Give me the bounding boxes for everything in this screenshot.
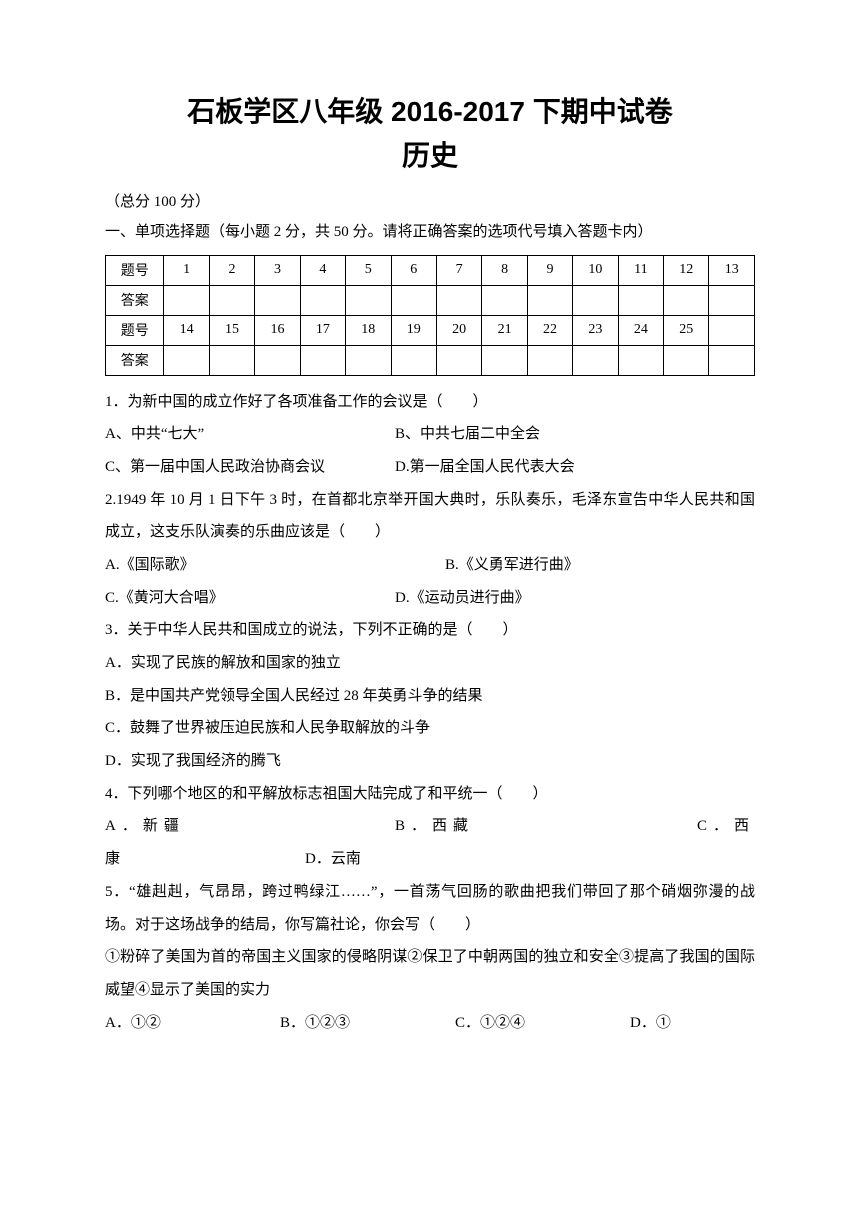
question-4: 4．下列哪个地区的和平解放标志祖国大陆完成了和平统一（ ）	[105, 778, 755, 811]
table-cell: 3	[255, 255, 300, 285]
table-cell	[482, 285, 527, 315]
question-5: 5．“雄赳赳，气昂昂，跨过鸭绿江……”，一首荡气回肠的歌曲把我们带回了那个硝烟弥…	[105, 876, 755, 941]
total-score: （总分 100 分）	[105, 190, 755, 211]
table-cell: 17	[300, 315, 345, 345]
table-cell	[391, 345, 436, 375]
table-cell: 9	[527, 255, 572, 285]
section-intro: 一、单项选择题（每小题 2 分，共 50 分。请将正确答案的选项代号填入答题卡内…	[105, 217, 755, 249]
q2-options-row2: C.《黄河大合唱》 D.《运动员进行曲》	[105, 582, 755, 615]
q2-opt-b: B.《义勇军进行曲》	[445, 549, 579, 582]
table-cell: 7	[436, 255, 481, 285]
table-cell: 20	[436, 315, 481, 345]
question-1: 1．为新中国的成立作好了各项准备工作的会议是（ ）	[105, 386, 755, 419]
q3-opt-b: B．是中国共产党领导全国人民经过 28 年英勇斗争的结果	[105, 680, 755, 713]
table-cell	[436, 285, 481, 315]
table-cell	[164, 345, 209, 375]
q4-opt-b: B．西藏	[395, 810, 697, 843]
table-cell: 24	[618, 315, 663, 345]
table-cell	[709, 315, 755, 345]
table-cell: 5	[346, 255, 391, 285]
exam-title-line2: 历史	[105, 134, 755, 174]
table-cell	[300, 345, 345, 375]
q3-opt-d: D．实现了我国经济的腾飞	[105, 745, 755, 778]
table-cell: 25	[664, 315, 709, 345]
q5-options: A．①② B．①②③ C．①②④ D．①	[105, 1007, 755, 1040]
q5-opt-a: A．①②	[105, 1007, 280, 1040]
q4-options-row2: 康 D．云南	[105, 843, 755, 876]
table-cell	[346, 285, 391, 315]
table-cell: 8	[482, 255, 527, 285]
table-cell	[527, 345, 572, 375]
answer-table: 题号 1 2 3 4 5 6 7 8 9 10 11 12 13 答案 题号 1…	[105, 255, 755, 376]
q2-opt-c: C.《黄河大合唱》	[105, 582, 395, 615]
q4-options-row1: A．新疆 B．西藏 C．西	[105, 810, 755, 843]
table-cell: 21	[482, 315, 527, 345]
table-row-label: 答案	[106, 345, 164, 375]
table-cell: 22	[527, 315, 572, 345]
q4-opt-c-part2: 康	[105, 851, 120, 867]
table-cell: 11	[618, 255, 663, 285]
q4-opt-a: A．新疆	[105, 810, 395, 843]
q2-opt-d: D.《运动员进行曲》	[395, 582, 530, 615]
table-cell: 10	[573, 255, 618, 285]
q3-opt-a: A．实现了民族的解放和国家的独立	[105, 647, 755, 680]
table-cell	[664, 345, 709, 375]
table-cell	[436, 345, 481, 375]
question-5-sub: ①粉碎了美国为首的帝国主义国家的侵略阴谋②保卫了中朝两国的独立和安全③提高了我国…	[105, 941, 755, 1006]
table-cell	[164, 285, 209, 315]
table-cell: 15	[209, 315, 254, 345]
table-cell	[573, 285, 618, 315]
q5-opt-b: B．①②③	[280, 1007, 455, 1040]
table-cell	[346, 345, 391, 375]
table-cell	[709, 345, 755, 375]
table-cell	[618, 345, 663, 375]
table-row-label: 答案	[106, 285, 164, 315]
q1-opt-c: C、第一届中国人民政治协商会议	[105, 451, 395, 484]
table-cell: 4	[300, 255, 345, 285]
table-cell	[664, 285, 709, 315]
table-cell	[618, 285, 663, 315]
question-2: 2.1949 年 10 月 1 日下午 3 时，在首都北京举开国大典时，乐队奏乐…	[105, 484, 755, 549]
question-3: 3．关于中华人民共和国成立的说法，下列不正确的是（ ）	[105, 614, 755, 647]
q3-opt-c: C．鼓舞了世界被压迫民族和人民争取解放的斗争	[105, 712, 755, 745]
table-cell: 12	[664, 255, 709, 285]
table-cell	[573, 345, 618, 375]
q2-options-row1: A.《国际歌》 B.《义勇军进行曲》	[105, 549, 755, 582]
table-cell	[209, 345, 254, 375]
table-cell	[209, 285, 254, 315]
table-cell	[527, 285, 572, 315]
table-cell	[482, 345, 527, 375]
q5-opt-c: C．①②④	[455, 1007, 630, 1040]
table-cell: 6	[391, 255, 436, 285]
table-cell: 1	[164, 255, 209, 285]
q4-opt-d: D．云南	[305, 851, 361, 867]
q2-opt-a: A.《国际歌》	[105, 549, 445, 582]
table-cell: 14	[164, 315, 209, 345]
q5-opt-d: D．①	[630, 1007, 671, 1040]
table-cell: 2	[209, 255, 254, 285]
table-cell: 18	[346, 315, 391, 345]
q1-options-row2: C、第一届中国人民政治协商会议 D.第一届全国人民代表大会	[105, 451, 755, 484]
table-cell	[709, 285, 755, 315]
table-cell: 23	[573, 315, 618, 345]
table-cell: 13	[709, 255, 755, 285]
table-cell: 19	[391, 315, 436, 345]
q1-opt-b: B、中共七届二中全会	[395, 418, 540, 451]
table-cell	[300, 285, 345, 315]
exam-title-line1: 石板学区八年级 2016-2017 下期中试卷	[105, 90, 755, 130]
table-row-label: 题号	[106, 255, 164, 285]
q1-opt-a: A、中共“七大”	[105, 418, 395, 451]
table-cell	[255, 345, 300, 375]
table-cell	[391, 285, 436, 315]
q4-opt-c-part1: C．西	[697, 810, 755, 843]
table-row-label: 题号	[106, 315, 164, 345]
q1-opt-d: D.第一届全国人民代表大会	[395, 451, 575, 484]
table-cell: 16	[255, 315, 300, 345]
table-cell	[255, 285, 300, 315]
q1-options-row1: A、中共“七大” B、中共七届二中全会	[105, 418, 755, 451]
